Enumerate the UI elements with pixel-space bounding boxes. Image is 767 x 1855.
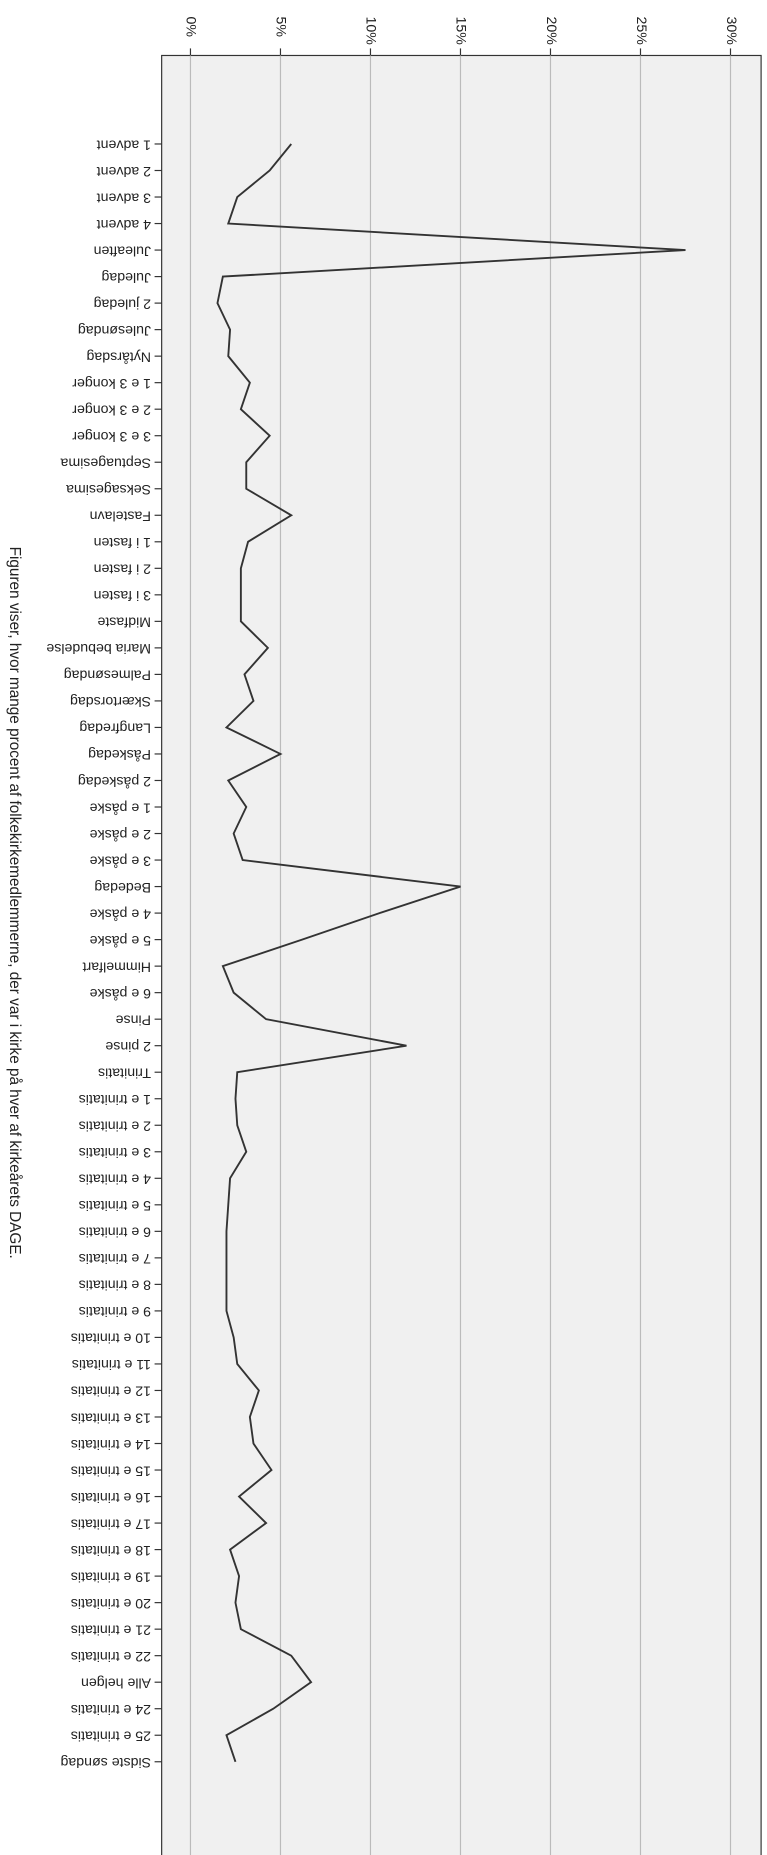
y-tick-label: 11 e trinitatis [72,1356,151,1372]
y-tick-label: 2 advent [97,163,151,179]
y-tick-label: 4 advent [97,216,151,232]
y-tick-label: Himmelfart [83,958,151,974]
y-tick-label: 14 e trinitatis [71,1436,151,1452]
y-tick-label: 24 e trinitatis [71,1701,151,1717]
y-tick-label: 1 e påske [90,799,152,815]
y-tick-label: 3 e trinitatis [79,1144,151,1160]
y-tick-label: 9 e trinitatis [79,1303,151,1319]
y-tick-label: 1 e 3 konger [72,375,151,391]
y-tick-label: 10 e trinitatis [71,1330,151,1346]
y-tick-label: Bededag [94,879,151,895]
y-tick-label: 2 e trinitatis [79,1118,151,1134]
y-tick-label: Fastelavn [90,508,151,524]
x-tick-label: 20% [543,17,559,46]
y-tick-label: 4 e trinitatis [79,1171,151,1187]
y-tick-label: 2 i fasten [94,561,151,577]
x-tick-label: 5% [273,17,289,38]
chart-title: Figuren viser, hvor mange procent af fol… [6,547,23,1259]
y-tick-label: 2 e påske [90,826,152,842]
y-tick-label: 1 e trinitatis [79,1091,151,1107]
y-tick-label: 3 e 3 konger [72,428,151,444]
y-tick-label: Trinitatis [98,1064,151,1080]
y-tick-label: Juledag [101,269,151,285]
y-tick-label: 20 e trinitatis [71,1595,151,1611]
y-tick-label: 5 e trinitatis [79,1197,151,1213]
y-tick-label: 16 e trinitatis [71,1489,151,1505]
y-tick-label: 17 e trinitatis [71,1515,151,1531]
y-tick-label: Langfredag [79,720,151,736]
y-tick-label: Julesøndag [78,322,151,338]
y-tick-label: 2 e 3 konger [72,401,151,417]
y-tick-label: 3 advent [97,189,151,205]
y-tick-label: Alle helgen [81,1674,151,1690]
plot-area [161,54,762,1855]
y-tick-label: Skærtorsdag [70,693,151,709]
y-tick-label: 25 e trinitatis [71,1728,151,1744]
y-tick-label: Nytårsdag [87,348,152,364]
x-tick-label: 10% [363,17,379,46]
y-tick-label: 5 e påske [90,932,152,948]
y-tick-label: Juleaften [94,242,151,258]
x-tick-label: 15% [453,17,469,46]
y-tick-label: Midfaste [97,614,151,630]
y-tick-label: 15 e trinitatis [71,1462,151,1478]
y-tick-label: Pinse [116,1011,152,1027]
y-tick-label: 2 juledag [94,295,151,311]
y-tick-label: 12 e trinitatis [71,1383,151,1399]
line [216,143,686,1763]
y-tick-label: 2 pinse [105,1038,151,1054]
y-tick-label: 19 e trinitatis [71,1568,151,1584]
y-tick-label: Påskedag [88,746,151,762]
y-tick-label: Palmesøndag [64,667,151,683]
y-tick-label: 18 e trinitatis [71,1542,151,1558]
x-tick-label: 25% [633,17,649,46]
x-tick-label: 0% [183,17,199,38]
y-tick-label: 7 e trinitatis [79,1250,151,1266]
y-tick-label: Maria bebudelse [46,640,151,656]
y-tick-label: 8 e trinitatis [79,1277,151,1293]
y-tick-label: 3 e påske [90,852,152,868]
y-tick-label: Sidste søndag [61,1754,151,1770]
y-tick-label: 6 e trinitatis [79,1224,151,1240]
y-tick-label: 1 advent [97,136,151,152]
y-tick-label: 4 e påske [90,905,152,921]
y-tick-label: Septuagesima [60,454,151,470]
y-tick-label: 1 i fasten [94,534,151,550]
y-tick-label: 21 e trinitatis [71,1621,151,1637]
y-tick-label: 13 e trinitatis [71,1409,151,1425]
y-tick-label: 3 i fasten [94,587,151,603]
y-tick-label: 6 e påske [90,985,152,1001]
y-tick-label: 22 e trinitatis [71,1648,151,1664]
y-tick-label: 2 påskedag [78,773,151,789]
x-tick-label: 30% [723,17,739,46]
y-tick-label: Seksagesima [66,481,151,497]
